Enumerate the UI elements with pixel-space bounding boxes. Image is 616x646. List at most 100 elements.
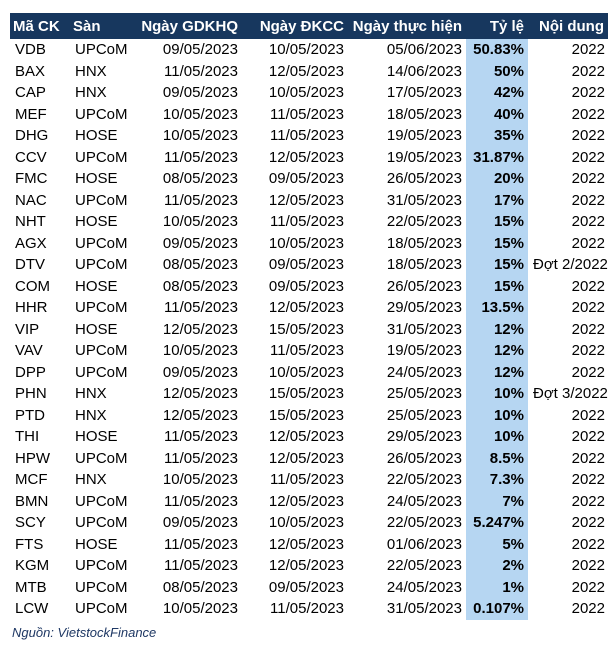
table-header-row: Mã CK Sàn Ngày GDKHQ Ngày ĐKCC Ngày thực… xyxy=(10,13,608,39)
cell-stock-code: KGM xyxy=(15,557,50,574)
cell-exchange: UPCoM xyxy=(75,342,128,359)
table-row: MEF UPCoM 10/05/2023 11/05/2023 18/05/2023 40… xyxy=(10,103,608,125)
cell-payment-date: 19/05/2023 xyxy=(386,148,462,166)
cell-rate: 42% xyxy=(466,82,528,104)
cell-payment-date: 24/05/2023 xyxy=(386,492,462,510)
cell-record-date: 12/05/2023 xyxy=(268,191,344,209)
cell-exchange: HNX xyxy=(75,62,107,80)
cell-rate: 35% xyxy=(466,125,528,147)
cell-record-date: 11/05/2023 xyxy=(270,342,344,359)
cell-stock-code: MTB xyxy=(15,578,47,596)
cell-payment-date: 29/05/2023 xyxy=(386,428,462,445)
cell-exchange: HOSE xyxy=(75,428,118,445)
cell-rate: 20% xyxy=(466,168,528,190)
table-row: SCY UPCoM 09/05/2023 10/05/2023 22/05/2023 5.… xyxy=(10,512,608,534)
cell-payment-date: 14/06/2023 xyxy=(386,62,462,80)
cell-stock-code: HHR xyxy=(15,299,48,316)
header-rate: Tỷ lệ xyxy=(466,13,528,39)
cell-stock-code: PTD xyxy=(15,406,45,424)
cell-payment-date: 25/05/2023 xyxy=(386,406,462,424)
cell-rate: 0.107% xyxy=(466,598,528,620)
cell-rate: 10% xyxy=(466,383,528,405)
cell-ex-date: 09/05/2023 xyxy=(162,234,238,252)
cell-ex-date: 11/05/2023 xyxy=(164,449,238,467)
cell-exchange: UPCoM xyxy=(75,578,128,596)
cell-stock-code: BAX xyxy=(15,62,46,80)
cell-rate: 50% xyxy=(466,60,528,82)
cell-content: 2022 xyxy=(571,170,605,187)
cell-stock-code: THI xyxy=(15,428,40,445)
cell-ex-date: 11/05/2023 xyxy=(164,428,238,445)
cell-ex-date: 11/05/2023 xyxy=(164,148,238,166)
cell-ex-date: 10/05/2023 xyxy=(162,213,238,230)
cell-payment-date: 25/05/2023 xyxy=(386,385,462,402)
cell-exchange: HNX xyxy=(75,471,107,488)
table-row: KGM UPCoM 11/05/2023 12/05/2023 22/05/2023 2%… xyxy=(10,555,608,577)
cell-content: 2022 xyxy=(571,342,605,359)
cell-content: 2022 xyxy=(571,84,605,101)
cell-record-date: 12/05/2023 xyxy=(268,62,344,80)
cell-rate: 5% xyxy=(466,533,528,555)
table-row: DTV UPCoM 08/05/2023 09/05/2023 18/05/2023 15… xyxy=(10,254,608,276)
table-row: DHG HOSE 10/05/2023 11/05/2023 19/05/2023 35%… xyxy=(10,125,608,147)
cell-content: 2022 xyxy=(571,105,605,123)
cell-exchange: UPCoM xyxy=(75,234,128,252)
table-row: COM HOSE 08/05/2023 09/05/2023 26/05/2023 15%… xyxy=(10,275,608,297)
cell-content: 2022 xyxy=(571,234,605,252)
table-row: DPP UPCoM 09/05/2023 10/05/2023 24/05/2023 12… xyxy=(10,361,608,383)
cell-content: 2022 xyxy=(571,449,605,467)
table-row: VDB UPCoM 09/05/2023 10/05/2023 05/06/2023 50… xyxy=(10,39,608,61)
cell-exchange: HOSE xyxy=(75,170,118,187)
table-row: BAX HNX 11/05/2023 12/05/2023 14/06/2023 50% 2… xyxy=(10,60,608,82)
cell-payment-date: 19/05/2023 xyxy=(386,127,462,144)
table-row: VAV UPCoM 10/05/2023 11/05/2023 19/05/2023 12… xyxy=(10,340,608,362)
cell-rate: 15% xyxy=(466,275,528,297)
cell-rate: 15% xyxy=(466,211,528,233)
cell-content: 2022 xyxy=(571,277,605,295)
cell-content: 2022 xyxy=(571,406,605,424)
table-row: MTB UPCoM 08/05/2023 09/05/2023 24/05/2023 1%… xyxy=(10,576,608,598)
cell-content: 2022 xyxy=(571,471,605,488)
cell-content: 2022 xyxy=(571,191,605,209)
cell-payment-date: 18/05/2023 xyxy=(386,105,462,123)
cell-rate: 12% xyxy=(466,318,528,340)
cell-payment-date: 26/05/2023 xyxy=(386,170,462,187)
cell-stock-code: VIP xyxy=(15,320,40,338)
cell-ex-date: 12/05/2023 xyxy=(162,406,238,424)
cell-stock-code: MCF xyxy=(15,471,48,488)
cell-rate: 1% xyxy=(466,576,528,598)
cell-ex-date: 10/05/2023 xyxy=(162,127,238,144)
table-row: NAC UPCoM 11/05/2023 12/05/2023 31/05/2023 17… xyxy=(10,189,608,211)
cell-ex-date: 11/05/2023 xyxy=(164,492,238,510)
table-row: CAP HNX 09/05/2023 10/05/2023 17/05/2023 42% 2… xyxy=(10,82,608,104)
cell-exchange: HOSE xyxy=(75,277,118,295)
cell-record-date: 11/05/2023 xyxy=(270,213,344,230)
cell-exchange: HOSE xyxy=(75,127,118,144)
cell-ex-date: 09/05/2023 xyxy=(162,41,238,58)
dividend-table-container: Mã CK Sàn Ngày GDKHQ Ngày ĐKCC Ngày thực… xyxy=(10,13,608,620)
cell-ex-date: 10/05/2023 xyxy=(162,342,238,359)
cell-stock-code: CCV xyxy=(15,148,47,166)
cell-ex-date: 11/05/2023 xyxy=(164,299,238,316)
cell-stock-code: NAC xyxy=(15,191,47,209)
cell-rate: 12% xyxy=(466,361,528,383)
cell-ex-date: 11/05/2023 xyxy=(164,535,238,553)
cell-exchange: UPCoM xyxy=(75,492,128,510)
cell-stock-code: SCY xyxy=(15,514,46,531)
cell-record-date: 10/05/2023 xyxy=(268,84,344,101)
cell-exchange: HOSE xyxy=(75,213,118,230)
cell-rate: 40% xyxy=(466,103,528,125)
cell-record-date: 12/05/2023 xyxy=(268,148,344,166)
cell-ex-date: 10/05/2023 xyxy=(162,105,238,123)
cell-content: 2022 xyxy=(571,62,605,80)
header-stock-code: Mã CK xyxy=(10,13,70,39)
cell-record-date: 12/05/2023 xyxy=(268,535,344,553)
table-row: AGX UPCoM 09/05/2023 10/05/2023 18/05/2023 15… xyxy=(10,232,608,254)
cell-exchange: HOSE xyxy=(75,535,118,553)
cell-record-date: 12/05/2023 xyxy=(268,299,344,316)
table-row: CCV UPCoM 11/05/2023 12/05/2023 19/05/2023 31… xyxy=(10,146,608,168)
cell-record-date: 12/05/2023 xyxy=(268,492,344,510)
cell-record-date: 15/05/2023 xyxy=(268,320,344,338)
source-note: Nguồn: VietstockFinance xyxy=(12,625,157,640)
cell-record-date: 15/05/2023 xyxy=(268,385,344,402)
